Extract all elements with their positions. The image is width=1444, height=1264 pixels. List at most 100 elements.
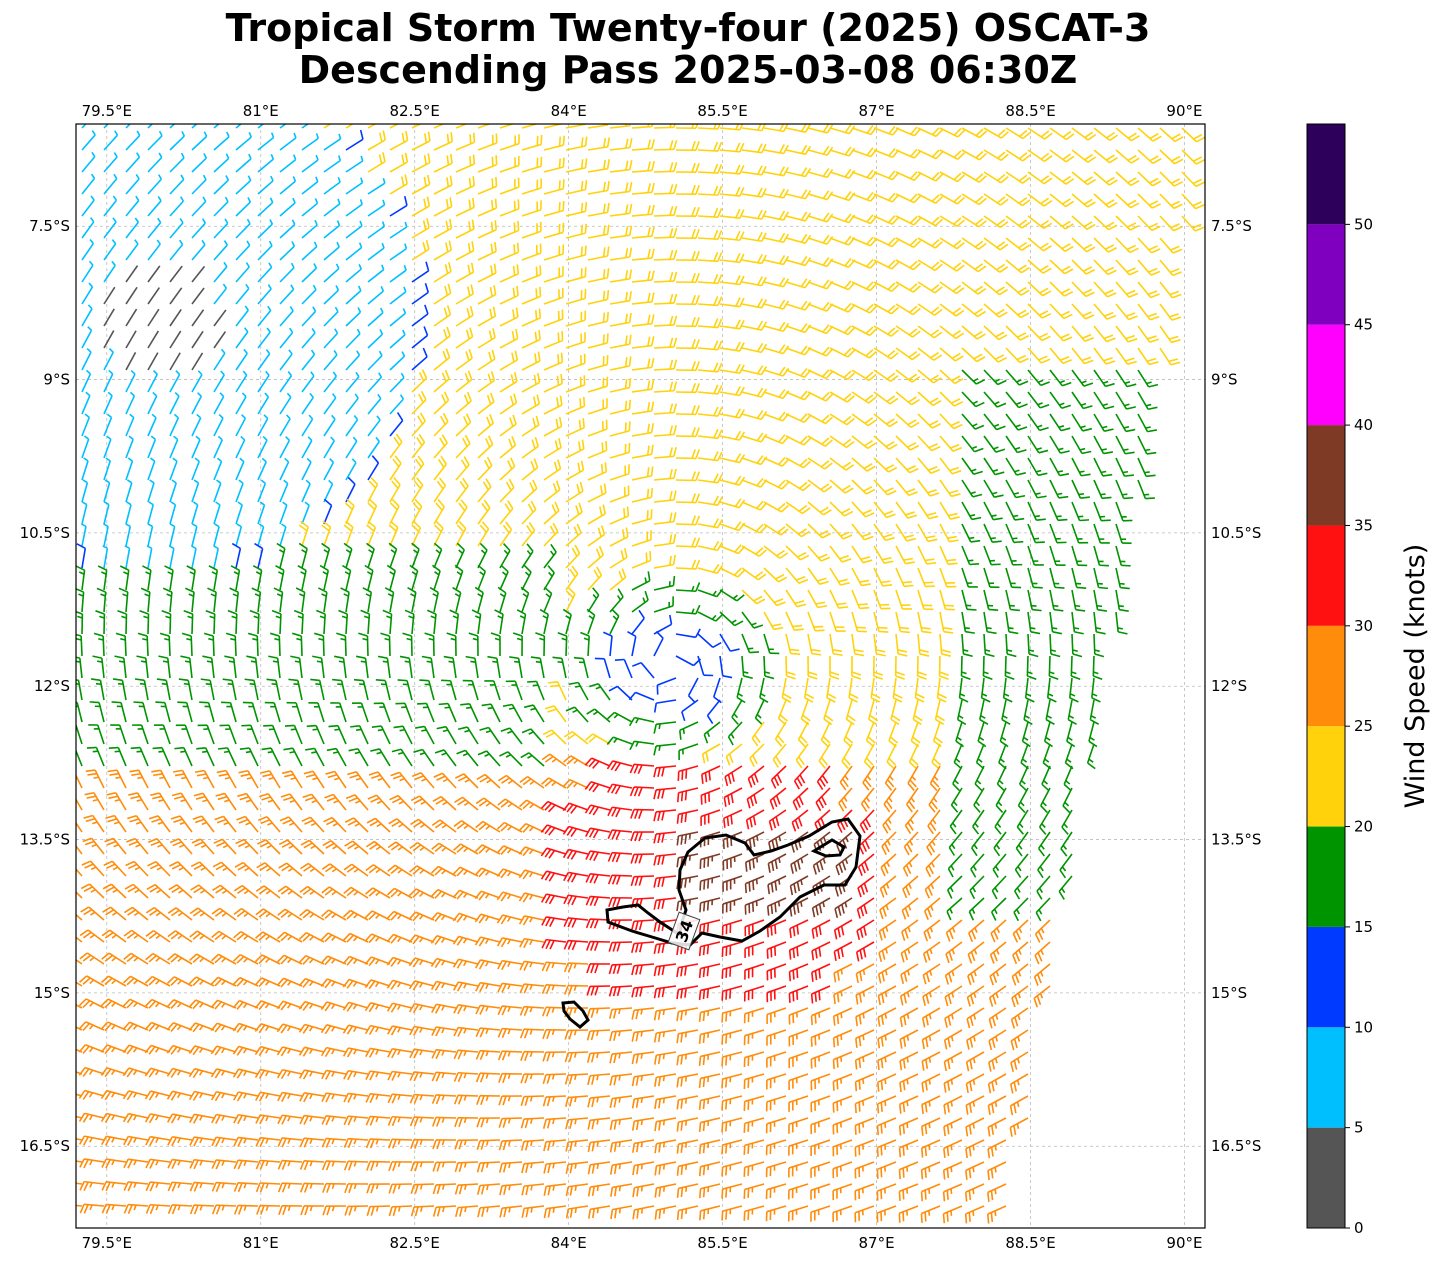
wind-barb (1137, 171, 1162, 187)
wind-barb (367, 199, 386, 217)
wind-barb (939, 325, 965, 340)
wind-barb (767, 853, 787, 873)
wind-barb (191, 131, 208, 151)
wind-barb (987, 1161, 1007, 1181)
colorbar-bin-45-50 (1307, 224, 1345, 325)
wind-barb (675, 628, 701, 639)
wind-barb (698, 1117, 721, 1133)
wind-barb (606, 711, 633, 723)
wind-barb (785, 144, 812, 156)
wind-barb (229, 587, 240, 613)
wind-barb (132, 724, 149, 745)
wind-barb (323, 241, 340, 261)
wind-barb (498, 1139, 523, 1151)
wind-barb (921, 1007, 941, 1028)
wind-barb (453, 1094, 479, 1105)
wind-barb (807, 633, 822, 656)
wind-barb (943, 1117, 963, 1137)
wind-barb (257, 479, 267, 503)
wind-barb (541, 777, 567, 789)
wind-barb (475, 797, 501, 811)
wind-barb (1093, 149, 1118, 164)
wind-barb (257, 349, 271, 371)
wind-barb (314, 632, 325, 657)
wind-barb (565, 481, 584, 503)
wind-barb (721, 1007, 743, 1023)
wind-barb (677, 765, 699, 781)
wind-barb (364, 1002, 391, 1013)
wind-barb (921, 1095, 941, 1115)
wind-barb (1115, 127, 1140, 142)
wind-barb (521, 543, 534, 569)
wind-barb (279, 501, 288, 525)
wind-barb (917, 435, 941, 452)
wind-barb (321, 1137, 347, 1148)
wind-barb (653, 699, 677, 713)
wind-barb (375, 678, 391, 701)
wind-barb (192, 815, 215, 833)
wind-barb (90, 678, 105, 701)
wind-barb (1071, 435, 1092, 455)
wind-barb (653, 809, 677, 822)
wind-barb (832, 1161, 853, 1179)
wind-barb (189, 1158, 215, 1170)
wind-barb (210, 1068, 237, 1079)
wind-barb (368, 771, 391, 789)
wind-barb (1011, 985, 1029, 1008)
wind-barb (925, 853, 941, 878)
wind-barb (1027, 435, 1049, 454)
wind-barb (169, 413, 180, 437)
wind-barb (829, 523, 853, 540)
wind-barb (741, 365, 768, 376)
wind-barb (961, 127, 988, 139)
wind-barb (521, 134, 543, 151)
wind-barb (411, 433, 426, 459)
wind-barb (939, 391, 964, 407)
wind-barb (1010, 1051, 1029, 1072)
wind-barb (239, 747, 259, 767)
colorbar-tick-label-3: 15 (1354, 918, 1373, 936)
wind-barb (301, 219, 318, 239)
wind-barb (322, 1205, 347, 1216)
wind-barb (719, 164, 745, 175)
wind-barb (323, 176, 341, 195)
wind-barb (851, 214, 878, 225)
wind-barb (233, 1113, 259, 1125)
wind-barb (213, 124, 220, 129)
wind-barb (1049, 589, 1064, 612)
wind-barb (321, 863, 347, 877)
wind-barb (366, 520, 377, 547)
wind-barb (884, 765, 897, 791)
wind-barb (607, 829, 633, 840)
wind-barb (125, 239, 139, 261)
wind-barb (276, 954, 303, 965)
wind-barb (430, 957, 457, 969)
wind-barb (974, 765, 985, 792)
wind-barb (169, 523, 176, 547)
wind-barb (727, 721, 743, 746)
wind-barb (433, 542, 443, 569)
wind-barb (189, 930, 215, 943)
wind-barb (1005, 237, 1031, 251)
wind-barb (961, 391, 985, 408)
wind-barb (697, 473, 723, 484)
wind-barb (608, 941, 633, 952)
wind-barb (377, 655, 391, 679)
wind-barb (292, 632, 303, 657)
wind-barb (213, 175, 230, 195)
wind-barb (829, 413, 855, 426)
wind-barb (147, 413, 157, 437)
wind-barb (432, 1116, 457, 1127)
wind-barb (854, 1073, 875, 1092)
wind-barb (939, 523, 959, 543)
wind-barb (898, 1161, 919, 1180)
wind-barb (980, 677, 991, 703)
wind-barb (388, 1183, 413, 1194)
wind-barb (1005, 501, 1025, 521)
wind-barb (983, 611, 997, 635)
wind-barb (88, 724, 105, 745)
wind-barb (342, 978, 369, 989)
wind-barb (319, 564, 330, 591)
wind-barb (93, 632, 105, 657)
wind-barb (455, 241, 475, 261)
